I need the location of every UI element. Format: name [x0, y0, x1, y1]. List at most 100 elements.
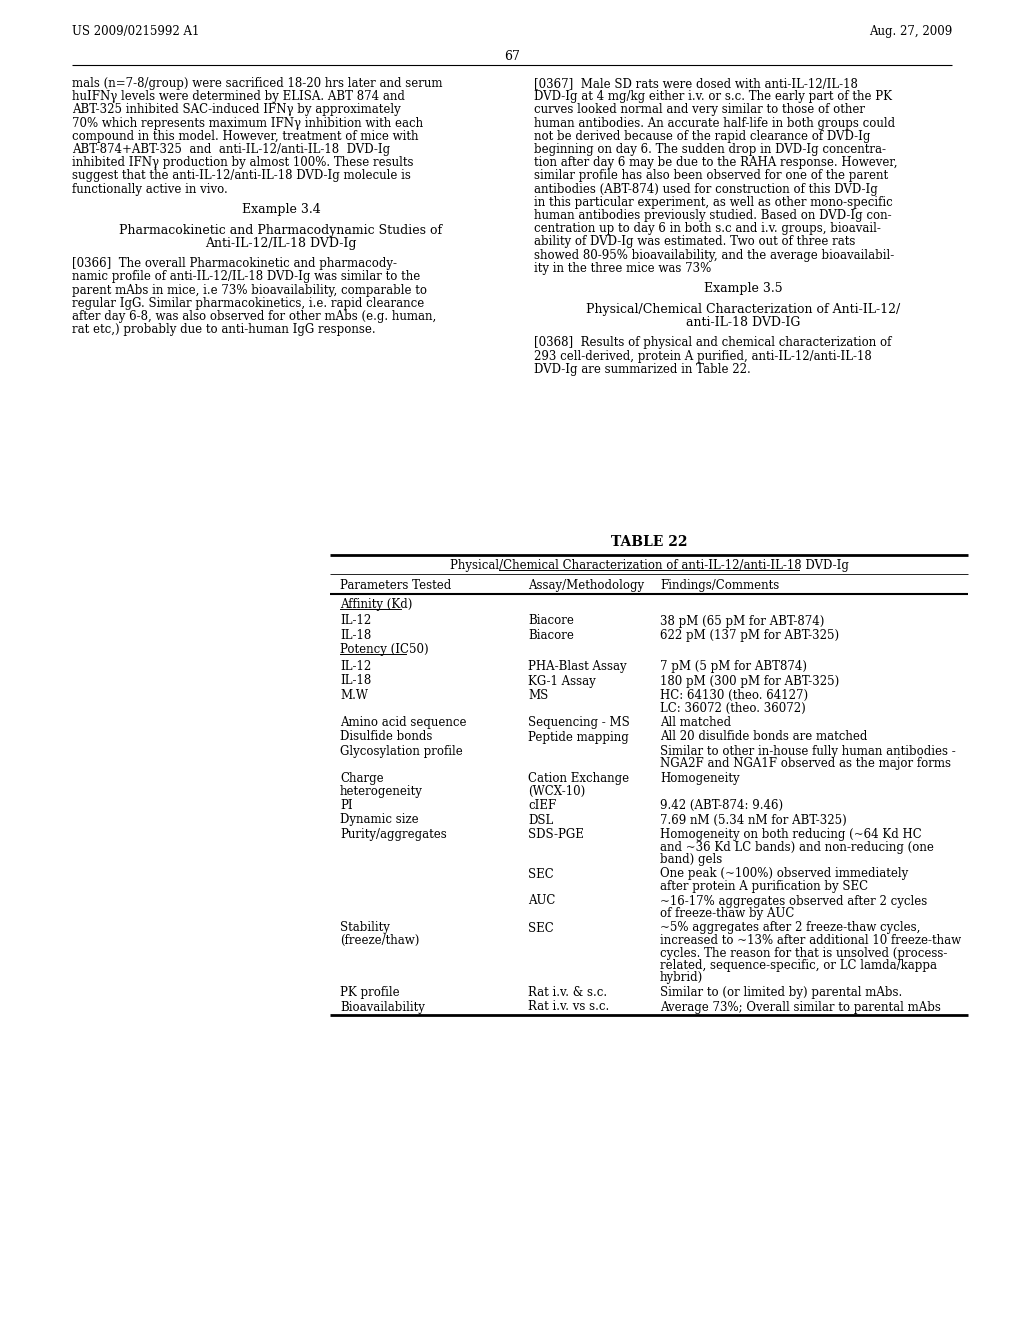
Text: US 2009/0215992 A1: US 2009/0215992 A1 [72, 25, 200, 38]
Text: M.W: M.W [340, 689, 368, 702]
Text: namic profile of anti-IL-12/IL-18 DVD-Ig was similar to the: namic profile of anti-IL-12/IL-18 DVD-Ig… [72, 271, 420, 284]
Text: Dynamic size: Dynamic size [340, 813, 419, 826]
Text: beginning on day 6. The sudden drop in DVD-Ig concentra-: beginning on day 6. The sudden drop in D… [534, 143, 886, 156]
Text: ABT-325 inhibited SAC-induced IFNγ by approximately: ABT-325 inhibited SAC-induced IFNγ by ap… [72, 103, 400, 116]
Text: ability of DVD-Ig was estimated. Two out of three rats: ability of DVD-Ig was estimated. Two out… [534, 235, 855, 248]
Text: ABT-874+ABT-325  and  anti-IL-12/anti-IL-18  DVD-Ig: ABT-874+ABT-325 and anti-IL-12/anti-IL-1… [72, 143, 390, 156]
Text: Similar to (or limited by) parental mAbs.: Similar to (or limited by) parental mAbs… [660, 986, 902, 999]
Text: [0366]  The overall Pharmacokinetic and pharmacody-: [0366] The overall Pharmacokinetic and p… [72, 257, 397, 271]
Text: Assay/Methodology: Assay/Methodology [528, 579, 644, 591]
Text: Affinity (Kd): Affinity (Kd) [340, 598, 413, 611]
Text: curves looked normal and very similar to those of other: curves looked normal and very similar to… [534, 103, 865, 116]
Text: cIEF: cIEF [528, 799, 556, 812]
Text: functionally active in vivo.: functionally active in vivo. [72, 182, 227, 195]
Text: Peptide mapping: Peptide mapping [528, 730, 629, 743]
Text: rat etc,) probably due to anti-human IgG response.: rat etc,) probably due to anti-human IgG… [72, 323, 376, 337]
Text: compound in this model. However, treatment of mice with: compound in this model. However, treatme… [72, 129, 419, 143]
Text: Cation Exchange: Cation Exchange [528, 772, 629, 785]
Text: tion after day 6 may be due to the RAHA response. However,: tion after day 6 may be due to the RAHA … [534, 156, 897, 169]
Text: suggest that the anti-IL-12/anti-IL-18 DVD-Ig molecule is: suggest that the anti-IL-12/anti-IL-18 D… [72, 169, 411, 182]
Text: 70% which represents maximum IFNγ inhibition with each: 70% which represents maximum IFNγ inhibi… [72, 116, 423, 129]
Text: ity in the three mice was 73%: ity in the three mice was 73% [534, 261, 712, 275]
Text: Physical/Chemical Characterization of anti-IL-12/anti-IL-18 DVD-Ig: Physical/Chemical Characterization of an… [450, 558, 849, 572]
Text: 38 pM (65 pM for ABT-874): 38 pM (65 pM for ABT-874) [660, 615, 824, 627]
Text: All 20 disulfide bonds are matched: All 20 disulfide bonds are matched [660, 730, 867, 743]
Text: Potency (IC50): Potency (IC50) [340, 644, 429, 656]
Text: IL-18: IL-18 [340, 630, 372, 642]
Text: Homogeneity: Homogeneity [660, 772, 739, 785]
Text: SEC: SEC [528, 921, 554, 935]
Text: after day 6-8, was also observed for other mAbs (e.g. human,: after day 6-8, was also observed for oth… [72, 310, 436, 323]
Text: antibodies (ABT-874) used for construction of this DVD-Ig: antibodies (ABT-874) used for constructi… [534, 182, 878, 195]
Text: band) gels: band) gels [660, 853, 722, 866]
Text: not be derived because of the rapid clearance of DVD-Ig: not be derived because of the rapid clea… [534, 129, 870, 143]
Text: KG-1 Assay: KG-1 Assay [528, 675, 596, 688]
Text: (freeze/thaw): (freeze/thaw) [340, 935, 420, 946]
Text: DVD-Ig at 4 mg/kg either i.v. or s.c. The early part of the PK: DVD-Ig at 4 mg/kg either i.v. or s.c. Th… [534, 90, 892, 103]
Text: Findings/Comments: Findings/Comments [660, 579, 779, 591]
Text: 622 pM (137 pM for ABT-325): 622 pM (137 pM for ABT-325) [660, 630, 839, 642]
Text: 7 pM (5 pM for ABT874): 7 pM (5 pM for ABT874) [660, 660, 807, 673]
Text: MS: MS [528, 689, 548, 702]
Text: and ~36 Kd LC bands) and non-reducing (one: and ~36 Kd LC bands) and non-reducing (o… [660, 841, 934, 854]
Text: Rat i.v. vs s.c.: Rat i.v. vs s.c. [528, 1001, 609, 1014]
Text: 67: 67 [504, 50, 520, 63]
Text: Purity/aggregates: Purity/aggregates [340, 828, 446, 841]
Text: in this particular experiment, as well as other mono-specific: in this particular experiment, as well a… [534, 195, 893, 209]
Text: cycles. The reason for that is unsolved (process-: cycles. The reason for that is unsolved … [660, 946, 947, 960]
Text: Anti-IL-12/IL-18 DVD-Ig: Anti-IL-12/IL-18 DVD-Ig [205, 236, 356, 249]
Text: after protein A purification by SEC: after protein A purification by SEC [660, 880, 868, 894]
Text: Rat i.v. & s.c.: Rat i.v. & s.c. [528, 986, 607, 999]
Text: anti-IL-18 DVD-IG: anti-IL-18 DVD-IG [686, 315, 800, 329]
Text: All matched: All matched [660, 715, 731, 729]
Text: centration up to day 6 in both s.c and i.v. groups, bioavail-: centration up to day 6 in both s.c and i… [534, 222, 881, 235]
Text: HC: 64130 (theo. 64127): HC: 64130 (theo. 64127) [660, 689, 808, 702]
Text: 7.69 nM (5.34 nM for ABT-325): 7.69 nM (5.34 nM for ABT-325) [660, 813, 847, 826]
Text: heterogeneity: heterogeneity [340, 784, 423, 797]
Text: [0367]  Male SD rats were dosed with anti-IL-12/IL-18: [0367] Male SD rats were dosed with anti… [534, 77, 858, 90]
Text: parent mAbs in mice, i.e 73% bioavailability, comparable to: parent mAbs in mice, i.e 73% bioavailabi… [72, 284, 427, 297]
Text: Homogeneity on both reducing (~64 Kd HC: Homogeneity on both reducing (~64 Kd HC [660, 828, 922, 841]
Text: PHA-Blast Assay: PHA-Blast Assay [528, 660, 627, 673]
Text: DVD-Ig are summarized in Table 22.: DVD-Ig are summarized in Table 22. [534, 363, 751, 376]
Text: inhibited IFNγ production by almost 100%. These results: inhibited IFNγ production by almost 100%… [72, 156, 414, 169]
Text: TABLE 22: TABLE 22 [610, 535, 687, 549]
Text: [0368]  Results of physical and chemical characterization of: [0368] Results of physical and chemical … [534, 337, 891, 350]
Text: NGA2F and NGA1F observed as the major forms: NGA2F and NGA1F observed as the major fo… [660, 758, 951, 771]
Text: PK profile: PK profile [340, 986, 399, 999]
Text: mals (n=7-8/group) were sacrificed 18-20 hrs later and serum: mals (n=7-8/group) were sacrificed 18-20… [72, 77, 442, 90]
Text: SDS-PGE: SDS-PGE [528, 828, 584, 841]
Text: AUC: AUC [528, 895, 555, 908]
Text: Pharmacokinetic and Pharmacodynamic Studies of: Pharmacokinetic and Pharmacodynamic Stud… [120, 223, 442, 236]
Text: One peak (~100%) observed immediately: One peak (~100%) observed immediately [660, 867, 908, 880]
Text: human antibodies. An accurate half-life in both groups could: human antibodies. An accurate half-life … [534, 116, 895, 129]
Text: increased to ~13% after additional 10 freeze-thaw: increased to ~13% after additional 10 fr… [660, 935, 962, 946]
Text: Example 3.4: Example 3.4 [242, 203, 321, 216]
Text: Biacore: Biacore [528, 630, 573, 642]
Text: Stability: Stability [340, 921, 390, 935]
Text: 180 pM (300 pM for ABT-325): 180 pM (300 pM for ABT-325) [660, 675, 840, 688]
Text: LC: 36072 (theo. 36072): LC: 36072 (theo. 36072) [660, 701, 806, 714]
Text: huIFNγ levels were determined by ELISA. ABT 874 and: huIFNγ levels were determined by ELISA. … [72, 90, 404, 103]
Text: regular IgG. Similar pharmacokinetics, i.e. rapid clearance: regular IgG. Similar pharmacokinetics, i… [72, 297, 424, 310]
Text: showed 80-95% bioavailability, and the average bioavailabil-: showed 80-95% bioavailability, and the a… [534, 248, 894, 261]
Text: Average 73%; Overall similar to parental mAbs: Average 73%; Overall similar to parental… [660, 1001, 941, 1014]
Text: 293 cell-derived, protein A purified, anti-IL-12/anti-IL-18: 293 cell-derived, protein A purified, an… [534, 350, 871, 363]
Text: 9.42 (ABT-874: 9.46): 9.42 (ABT-874: 9.46) [660, 799, 783, 812]
Text: SEC: SEC [528, 867, 554, 880]
Text: Bioavailability: Bioavailability [340, 1001, 425, 1014]
Text: IL-12: IL-12 [340, 615, 372, 627]
Text: PI: PI [340, 799, 352, 812]
Text: (WCX-10): (WCX-10) [528, 784, 586, 797]
Text: DSL: DSL [528, 813, 553, 826]
Text: similar profile has also been observed for one of the parent: similar profile has also been observed f… [534, 169, 888, 182]
Text: Aug. 27, 2009: Aug. 27, 2009 [868, 25, 952, 38]
Text: Glycosylation profile: Glycosylation profile [340, 744, 463, 758]
Text: Parameters Tested: Parameters Tested [340, 579, 452, 591]
Text: IL-12: IL-12 [340, 660, 372, 673]
Text: of freeze-thaw by AUC: of freeze-thaw by AUC [660, 907, 795, 920]
Text: ~5% aggregates after 2 freeze-thaw cycles,: ~5% aggregates after 2 freeze-thaw cycle… [660, 921, 921, 935]
Text: Example 3.5: Example 3.5 [703, 282, 782, 296]
Text: hybrid): hybrid) [660, 972, 703, 985]
Text: Similar to other in-house fully human antibodies -: Similar to other in-house fully human an… [660, 744, 955, 758]
